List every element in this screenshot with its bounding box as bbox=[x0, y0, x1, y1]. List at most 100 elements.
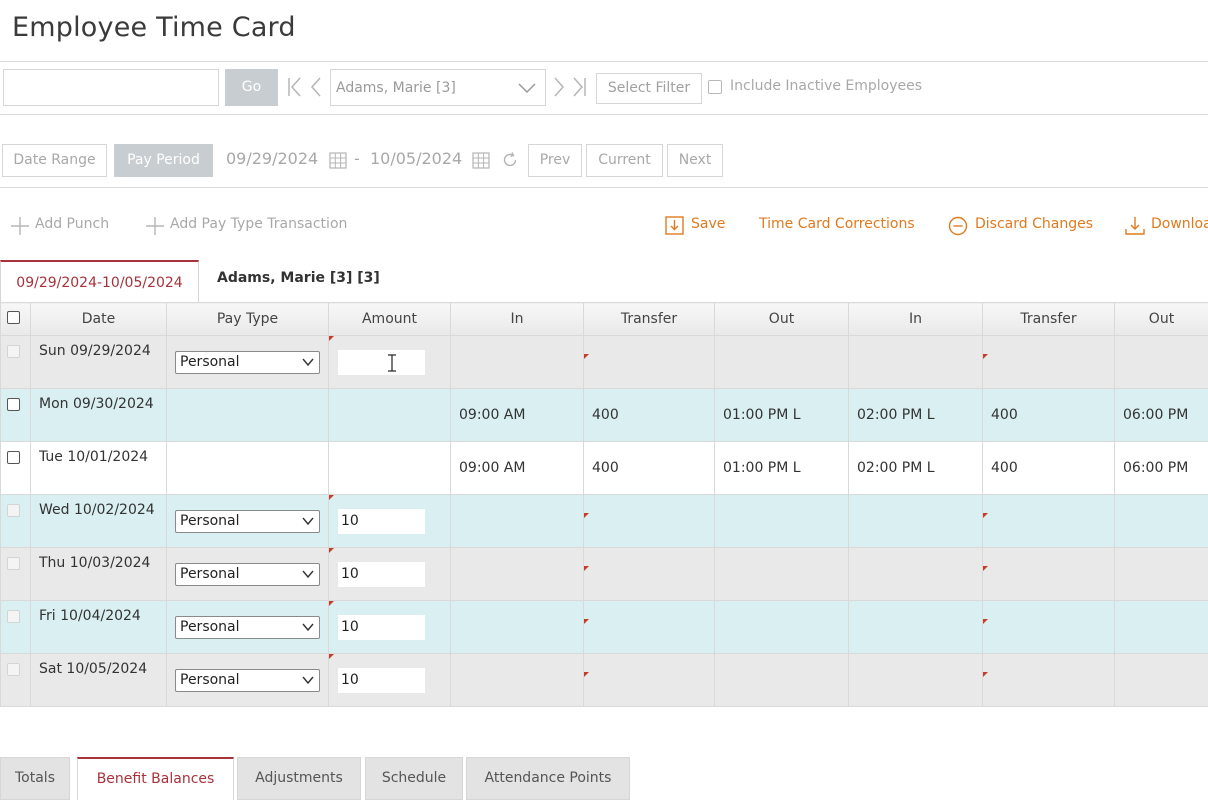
tab-employee[interactable]: Adams, Marie [3] [3] bbox=[217, 270, 380, 286]
tab-adjustments[interactable]: Adjustments bbox=[237, 757, 361, 800]
column-header[interactable]: Transfer bbox=[982, 302, 1115, 336]
column-header[interactable]: In bbox=[848, 302, 983, 336]
in-cell[interactable]: 09:00 AM bbox=[459, 460, 526, 476]
row-checkbox[interactable] bbox=[7, 451, 20, 464]
pay-type-select[interactable]: Personal bbox=[175, 669, 320, 692]
in-cell[interactable]: 09:00 AM bbox=[459, 407, 526, 423]
amount-input[interactable]: 10 bbox=[338, 509, 425, 534]
search-input[interactable] bbox=[3, 69, 219, 106]
employee-select[interactable]: Adams, Marie [3] bbox=[330, 69, 546, 106]
transfer-cell[interactable]: 400 bbox=[991, 407, 1018, 423]
tab-attendance-points[interactable]: Attendance Points bbox=[466, 757, 630, 800]
row-checkbox[interactable] bbox=[7, 345, 20, 358]
flag-marker bbox=[329, 495, 334, 500]
next-button[interactable]: Next bbox=[667, 144, 723, 177]
go-button[interactable]: Go bbox=[225, 69, 278, 106]
pay-type-select[interactable]: Personal bbox=[175, 616, 320, 639]
refresh-icon[interactable] bbox=[501, 151, 519, 169]
prev-button[interactable]: Prev bbox=[528, 144, 582, 177]
transfer-cell[interactable]: 400 bbox=[991, 460, 1018, 476]
column-header[interactable]: Date bbox=[30, 302, 167, 336]
in-cell[interactable]: 02:00 PM L bbox=[857, 407, 935, 423]
tab-schedule[interactable]: Schedule bbox=[365, 757, 463, 800]
include-inactive-checkbox[interactable] bbox=[708, 80, 722, 94]
add-pay-type-button[interactable]: Add Pay Type Transaction bbox=[145, 216, 347, 235]
row-checkbox[interactable] bbox=[7, 610, 20, 623]
flag-marker bbox=[329, 336, 334, 341]
amount-input[interactable]: 10 bbox=[338, 668, 425, 693]
divider bbox=[0, 114, 1208, 115]
pay-type-select[interactable]: Personal bbox=[175, 563, 320, 586]
tab-totals[interactable]: Totals bbox=[0, 757, 70, 800]
start-date[interactable]: 09/29/2024 bbox=[226, 149, 319, 168]
chevron-down-icon bbox=[518, 83, 536, 94]
discard-changes-button[interactable]: Discard Changes bbox=[948, 216, 1093, 236]
out-cell[interactable]: 01:00 PM L bbox=[723, 407, 801, 423]
pay-type-value: Personal bbox=[180, 619, 240, 635]
flag-marker bbox=[329, 601, 334, 606]
select-all-header[interactable] bbox=[0, 302, 31, 336]
pay-type-select[interactable]: Personal bbox=[175, 510, 320, 533]
column-header[interactable]: Transfer bbox=[583, 302, 715, 336]
time-card-corrections-link[interactable]: Time Card Corrections bbox=[759, 216, 915, 232]
flag-marker bbox=[584, 513, 589, 518]
in-cell[interactable]: 02:00 PM L bbox=[857, 460, 935, 476]
date-range-button[interactable]: Date Range bbox=[2, 144, 107, 177]
employee-select-value: Adams, Marie [3] bbox=[336, 80, 456, 96]
download-button[interactable]: Downloa bbox=[1125, 216, 1208, 235]
row-checkbox[interactable] bbox=[7, 504, 20, 517]
out-cell[interactable]: 06:00 PM bbox=[1123, 460, 1189, 476]
save-label: Save bbox=[691, 216, 726, 232]
first-page-icon[interactable] bbox=[286, 74, 306, 100]
column-header[interactable]: Amount bbox=[328, 302, 451, 336]
flag-marker bbox=[584, 672, 589, 677]
add-punch-button[interactable]: Add Punch bbox=[10, 216, 109, 235]
include-inactive-label: Include Inactive Employees bbox=[730, 78, 923, 94]
transfer-cell[interactable]: 400 bbox=[592, 407, 619, 423]
amount-input[interactable]: 10 bbox=[338, 562, 425, 587]
row-checkbox[interactable] bbox=[7, 663, 20, 676]
amount-input[interactable]: 10 bbox=[338, 615, 425, 640]
flag-marker bbox=[584, 354, 589, 359]
end-date[interactable]: 10/05/2024 bbox=[370, 149, 463, 168]
tab-pay-period[interactable]: 09/29/2024-10/05/2024 bbox=[0, 260, 199, 302]
next-icon[interactable] bbox=[549, 74, 569, 100]
table-row: Sun 09/29/2024 Personal bbox=[0, 335, 1208, 389]
select-filter-button[interactable]: Select Filter bbox=[596, 73, 702, 104]
grid-header-row: Date Pay Type Amount In Transfer Out In … bbox=[0, 302, 1208, 336]
column-header[interactable]: Out bbox=[714, 302, 849, 336]
flag-marker bbox=[983, 672, 988, 677]
date-cell: Fri 10/04/2024 bbox=[39, 608, 141, 624]
save-button[interactable]: Save bbox=[665, 216, 726, 235]
amount-input[interactable] bbox=[338, 350, 425, 375]
row-checkbox[interactable] bbox=[7, 398, 20, 411]
chevron-down-icon bbox=[302, 517, 314, 526]
calendar-icon[interactable] bbox=[472, 151, 490, 169]
table-row: Mon 09/30/2024 09:00 AM 400 01:00 PM L 0… bbox=[0, 388, 1208, 442]
flag-marker bbox=[329, 654, 334, 659]
date-cell: Wed 10/02/2024 bbox=[39, 502, 155, 518]
flag-marker bbox=[983, 566, 988, 571]
chevron-down-icon bbox=[302, 570, 314, 579]
table-row: Fri 10/04/2024 Personal 10 bbox=[0, 600, 1208, 654]
out-cell[interactable]: 06:00 PM bbox=[1123, 407, 1189, 423]
column-header[interactable]: Out bbox=[1114, 302, 1208, 336]
date-cell: Sun 09/29/2024 bbox=[39, 343, 151, 359]
flag-marker bbox=[584, 619, 589, 624]
column-header[interactable]: Pay Type bbox=[166, 302, 329, 336]
pay-period-button[interactable]: Pay Period bbox=[114, 144, 213, 177]
calendar-icon[interactable] bbox=[329, 151, 347, 169]
prev-icon[interactable] bbox=[306, 74, 326, 100]
row-checkbox[interactable] bbox=[7, 557, 20, 570]
pay-type-select[interactable]: Personal bbox=[175, 351, 320, 374]
select-all-checkbox[interactable] bbox=[7, 311, 20, 324]
out-cell[interactable]: 01:00 PM L bbox=[723, 460, 801, 476]
transfer-cell[interactable]: 400 bbox=[592, 460, 619, 476]
column-header[interactable]: In bbox=[450, 302, 584, 336]
last-page-icon[interactable] bbox=[569, 74, 589, 100]
chevron-down-icon bbox=[302, 676, 314, 685]
current-button[interactable]: Current bbox=[586, 144, 663, 177]
discard-changes-label: Discard Changes bbox=[975, 216, 1093, 232]
tab-benefit-balances[interactable]: Benefit Balances bbox=[77, 757, 234, 800]
discard-icon bbox=[948, 216, 968, 236]
